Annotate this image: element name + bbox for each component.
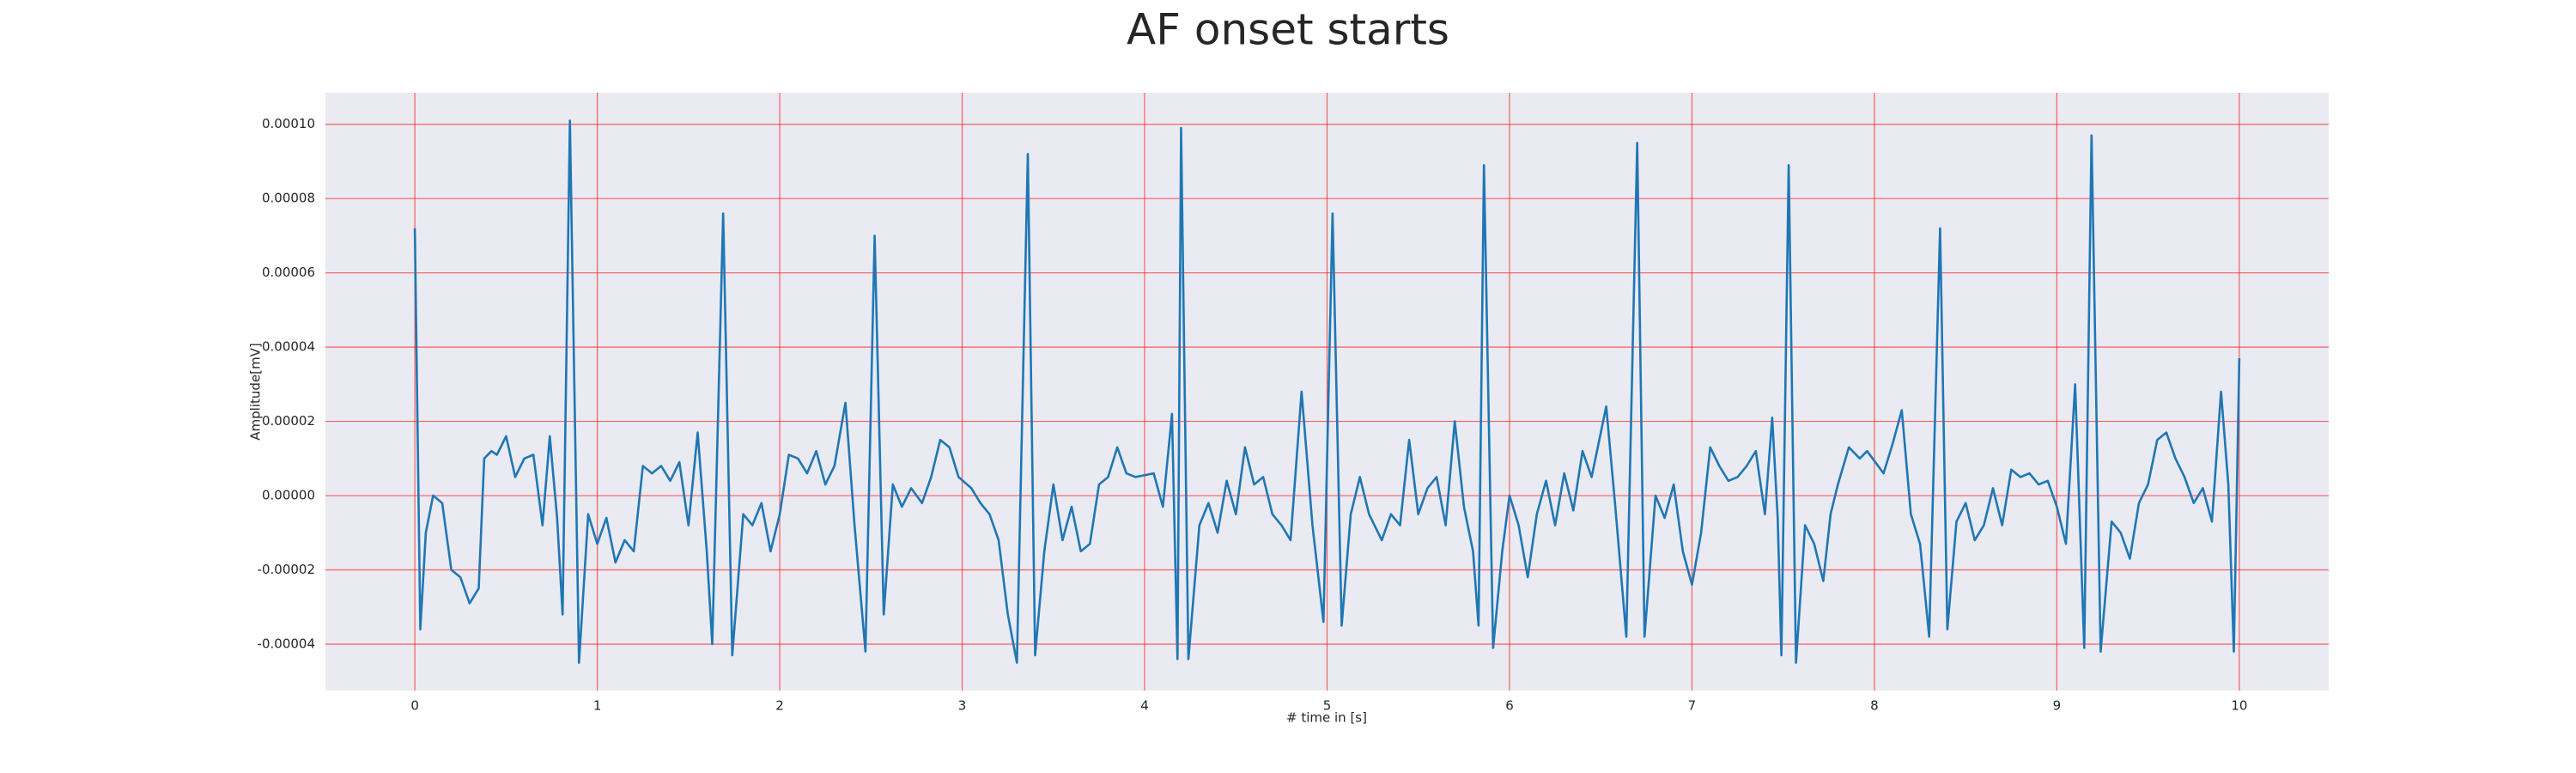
y-tick-label: -0.00004 (258, 636, 315, 651)
y-tick-label: 0.00000 (262, 488, 315, 503)
y-tick-label: 0.00006 (262, 265, 315, 280)
x-tick-label: 5 (1323, 698, 1332, 714)
y-tick-label: 0.00002 (262, 413, 315, 429)
chart-title: AF onset starts (1127, 5, 1449, 55)
x-tick-label: 10 (2231, 698, 2247, 714)
x-tick-label: 3 (958, 698, 967, 714)
y-axis-label: Amplitude[mV] (248, 343, 264, 440)
y-tick-label: -0.00002 (258, 562, 315, 577)
x-tick-label: 7 (1688, 698, 1697, 714)
x-tick-label: 9 (2053, 698, 2062, 714)
x-tick-label: 2 (775, 698, 784, 714)
y-tick-label: 0.00008 (262, 191, 315, 206)
x-tick-label: 6 (1505, 698, 1514, 714)
x-tick-label: 0 (410, 698, 419, 714)
y-tick-label: 0.00004 (262, 339, 315, 355)
x-tick-label: 1 (593, 698, 602, 714)
x-tick-label: 4 (1140, 698, 1149, 714)
y-tick-label: 0.00010 (262, 116, 315, 131)
x-axis-label: # time in [s] (1286, 710, 1367, 726)
x-tick-label: 8 (1870, 698, 1879, 714)
ecg-line (413, 119, 2241, 664)
